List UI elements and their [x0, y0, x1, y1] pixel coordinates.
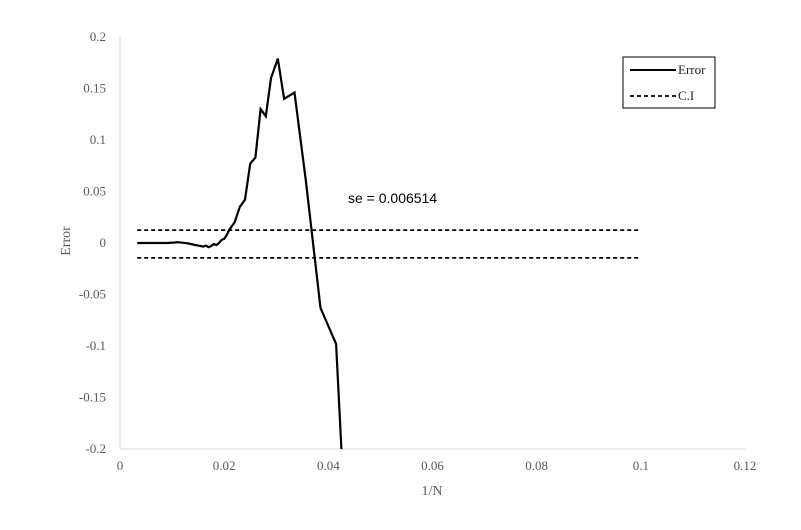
y-tick-label: -0.15: [79, 390, 106, 405]
y-tick-label: -0.05: [79, 287, 106, 302]
x-tick-label: 0.04: [317, 458, 340, 473]
legend-label-error: Error: [678, 62, 706, 77]
legend: Error C.I: [622, 56, 716, 109]
y-tick-label: 0.2: [90, 29, 106, 44]
se-annotation: se = 0.006514: [348, 190, 437, 206]
y-tick-label: 0.1: [90, 132, 106, 147]
legend-label-ci: C.I: [678, 88, 694, 103]
y-tick-label: 0.15: [83, 81, 106, 96]
y-tick-label: -0.1: [85, 338, 106, 353]
y-tick-label: 0: [100, 235, 107, 250]
y-axis-label: Error: [59, 226, 74, 256]
x-tick-label: 0.02: [213, 458, 236, 473]
legend-box: [622, 56, 716, 109]
series-line-error: [137, 58, 343, 450]
plot-area: [137, 58, 641, 450]
y-tick-labels: 0.2 0.15 0.1 0.05 0 -0.05 -0.1 -0.15 -0.2: [79, 29, 106, 456]
axes: [119, 37, 745, 450]
x-tick-label: 0.12: [734, 458, 757, 473]
x-axis-label: 1/N: [422, 484, 443, 499]
y-tick-label: -0.2: [85, 441, 106, 456]
x-tick-label: 0: [117, 458, 124, 473]
y-tick-label: 0.05: [83, 184, 106, 199]
x-tick-label: 0.08: [525, 458, 548, 473]
x-tick-label: 0.06: [421, 458, 444, 473]
x-tick-labels: 0 0.02 0.04 0.06 0.08 0.1 0.12: [117, 458, 757, 473]
x-tick-label: 0.1: [633, 458, 649, 473]
